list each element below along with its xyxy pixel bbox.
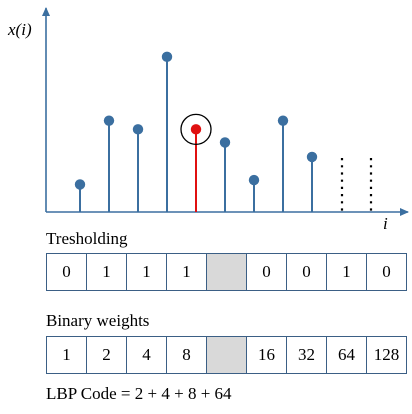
threshold-cell: 0 bbox=[46, 253, 87, 291]
weight-cell: 64 bbox=[326, 336, 367, 374]
threshold-cell: 0 bbox=[366, 253, 407, 291]
neighbour-point bbox=[219, 137, 231, 148]
y-axis-label-arg: i bbox=[21, 20, 26, 39]
center-highlight-ring bbox=[180, 113, 212, 146]
weights-row: 1 2 4 8 16 32 64 128 bbox=[46, 336, 407, 374]
threshold-cell: 1 bbox=[86, 253, 127, 291]
weight-cell: 32 bbox=[286, 336, 327, 374]
threshold-cell: 1 bbox=[326, 253, 367, 291]
threshold-cell: 1 bbox=[166, 253, 207, 291]
threshold-cell: 1 bbox=[126, 253, 167, 291]
threshold-cell: 0 bbox=[286, 253, 327, 291]
neighbour-point bbox=[306, 151, 318, 163]
neighbour-point bbox=[248, 174, 260, 186]
weights-label: Binary weights bbox=[46, 311, 150, 330]
weight-cell: 16 bbox=[246, 336, 287, 374]
neighbour-point bbox=[277, 115, 289, 126]
center-point bbox=[190, 124, 202, 135]
y-axis-label-var: x bbox=[8, 20, 16, 39]
neighbour-point bbox=[161, 51, 173, 63]
x-axis-label: i bbox=[383, 214, 388, 233]
weight-cell: 8 bbox=[166, 336, 207, 374]
lbp-code-formula: LBP Code = 2 + 4 + 8 + 64 bbox=[46, 384, 232, 403]
neighbour-point bbox=[74, 179, 86, 190]
threshold-cell: 0 bbox=[246, 253, 287, 291]
weight-cell: 128 bbox=[366, 336, 407, 374]
neighbour-point bbox=[132, 124, 144, 135]
threshold-center-cell bbox=[206, 253, 247, 291]
y-axis-label: x(i) bbox=[8, 20, 32, 39]
weight-cell: 1 bbox=[46, 336, 87, 374]
weight-cell: 2 bbox=[86, 336, 127, 374]
neighbour-point bbox=[103, 115, 115, 126]
thresholding-row: 0 1 1 1 0 0 1 0 bbox=[46, 253, 407, 291]
stem-plot bbox=[42, 7, 409, 216]
thresholding-label: Tresholding bbox=[46, 229, 128, 248]
weight-cell: 4 bbox=[126, 336, 167, 374]
weight-center-cell bbox=[206, 336, 247, 374]
continuation-dots bbox=[340, 158, 373, 212]
